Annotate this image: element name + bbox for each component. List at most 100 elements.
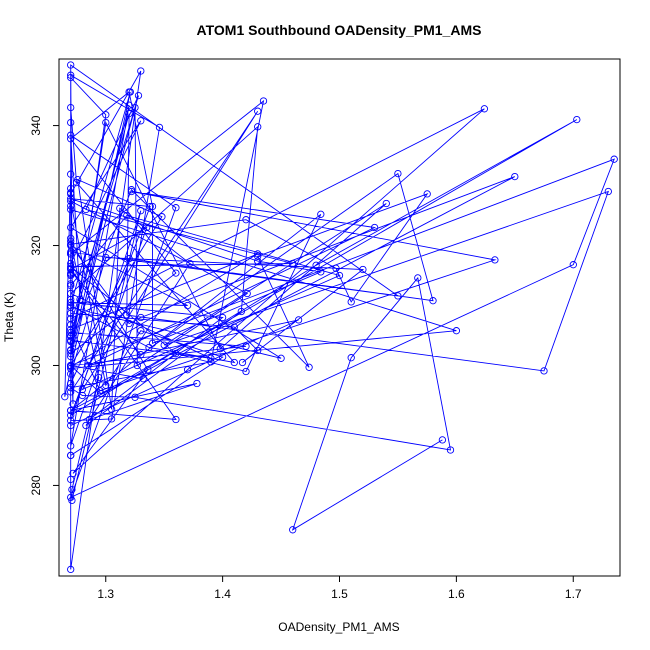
data-point (172, 269, 180, 277)
data-point (67, 135, 75, 143)
data-point (137, 117, 145, 125)
data-point (76, 295, 84, 304)
data-point (131, 393, 139, 401)
data-point (67, 71, 75, 79)
data-point (67, 223, 75, 232)
data-point (102, 253, 110, 262)
data-point (67, 417, 75, 425)
data-point (125, 109, 133, 118)
data-point (438, 436, 447, 444)
data-point (394, 292, 402, 300)
data-point (131, 103, 139, 112)
data-point (137, 207, 145, 215)
data-point (61, 393, 69, 401)
data-point (242, 342, 250, 350)
data-point (569, 261, 577, 269)
data-point (107, 405, 116, 413)
y-tick-label: 280 (29, 475, 43, 495)
data-point (243, 289, 251, 298)
data-point (480, 105, 489, 113)
data-point (289, 526, 297, 534)
data-point (67, 234, 75, 242)
data-point (414, 274, 422, 282)
data-point (491, 256, 499, 264)
data-point (68, 485, 76, 494)
data-point (193, 379, 201, 388)
data-point (67, 248, 75, 256)
data-point (144, 366, 152, 374)
data-point (67, 421, 75, 430)
data-point (317, 268, 325, 276)
data-point (125, 88, 133, 96)
data-point (127, 187, 136, 196)
data-point (254, 107, 262, 115)
data-point (172, 349, 180, 358)
data-point (347, 298, 355, 306)
data-point (67, 451, 75, 460)
data-point (67, 118, 75, 127)
data-point (254, 250, 262, 258)
data-point (218, 353, 227, 361)
data-point (67, 197, 75, 205)
y-axis-label: Theta (K) (2, 292, 16, 342)
data-point (423, 190, 431, 198)
data-point (207, 358, 215, 366)
data-point (102, 381, 110, 389)
data-point (127, 186, 136, 194)
data-point (207, 354, 215, 362)
data-point (67, 370, 75, 378)
data-point (67, 170, 75, 178)
x-tick-label: 1.7 (565, 587, 582, 601)
data-point (74, 175, 82, 184)
data-point (102, 111, 110, 119)
data-point (148, 339, 157, 347)
data-point (254, 257, 262, 265)
data-point (242, 216, 250, 224)
data-point (238, 358, 247, 367)
data-point (155, 123, 164, 132)
data-point (67, 325, 75, 334)
data-point (82, 421, 90, 430)
y-tick-label: 320 (29, 235, 43, 255)
data-point (218, 313, 227, 322)
x-tick-label: 1.4 (214, 587, 231, 601)
data-point (67, 346, 75, 354)
data-point (67, 493, 75, 502)
data-point (67, 442, 75, 450)
data-point (102, 118, 110, 127)
data-point (183, 366, 192, 374)
data-point (183, 301, 192, 310)
data-point (67, 379, 75, 388)
data-point (69, 400, 77, 408)
data-point (67, 189, 75, 197)
x-tick-label: 1.6 (448, 587, 465, 601)
data-point (67, 73, 75, 82)
data-point (312, 261, 320, 269)
data-point (67, 406, 75, 415)
data-point (67, 565, 75, 574)
data-point (67, 282, 75, 290)
chart-title: ATOM1 Southbound OADensity_PM1_AMS (197, 22, 482, 38)
y-axis: 280 300 320 340 (29, 115, 59, 495)
data-point (67, 103, 75, 112)
data-point (125, 255, 133, 263)
data-point (133, 361, 141, 370)
data-point (123, 311, 131, 319)
data-point (237, 307, 245, 316)
data-point (254, 252, 262, 260)
data-point (67, 328, 75, 337)
data-point (82, 205, 90, 214)
data-point (67, 280, 75, 288)
data-point (67, 250, 75, 258)
data-point (394, 169, 402, 178)
data-point (67, 202, 75, 210)
data-point (67, 131, 75, 139)
data-point (137, 351, 145, 359)
data-point (540, 367, 548, 375)
data-point (172, 204, 180, 212)
data-point (107, 415, 116, 423)
data-point (230, 358, 238, 367)
data-point (116, 204, 124, 212)
data-point (69, 339, 77, 347)
